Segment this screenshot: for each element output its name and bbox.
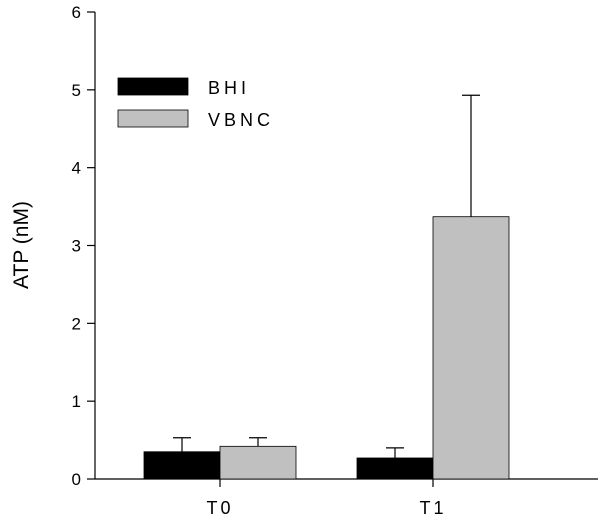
x-tick-label: T1 (419, 498, 446, 518)
bar-bhi-t1 (356, 457, 434, 480)
error-bars (173, 94, 480, 458)
y-tick-label: 6 (72, 3, 81, 22)
x-tick-label: T0 (206, 498, 233, 518)
legend-swatch-bhi (117, 77, 189, 96)
y-tick-label: 4 (72, 159, 81, 178)
y-axis: 0 1 2 3 4 5 6 (72, 3, 96, 489)
bar-vbnc-t1 (432, 216, 510, 480)
x-axis: T0 T1 (95, 478, 598, 518)
y-tick-label: 0 (72, 470, 81, 489)
bar-bhi-t0 (143, 451, 221, 480)
bars (143, 216, 510, 480)
legend-label-bhi: BHI (208, 78, 250, 98)
y-tick-label: 5 (72, 81, 81, 100)
bar-vbnc-t0 (219, 445, 297, 480)
y-tick-label: 2 (72, 314, 81, 333)
legend-swatch-vbnc (117, 109, 189, 128)
y-tick-label: 1 (72, 392, 81, 411)
legend-label-vbnc: VBNC (208, 110, 274, 130)
y-axis-label: ATP (nM) (10, 201, 33, 289)
legend: BHI VBNC (117, 77, 274, 130)
y-tick-label: 3 (72, 237, 81, 256)
